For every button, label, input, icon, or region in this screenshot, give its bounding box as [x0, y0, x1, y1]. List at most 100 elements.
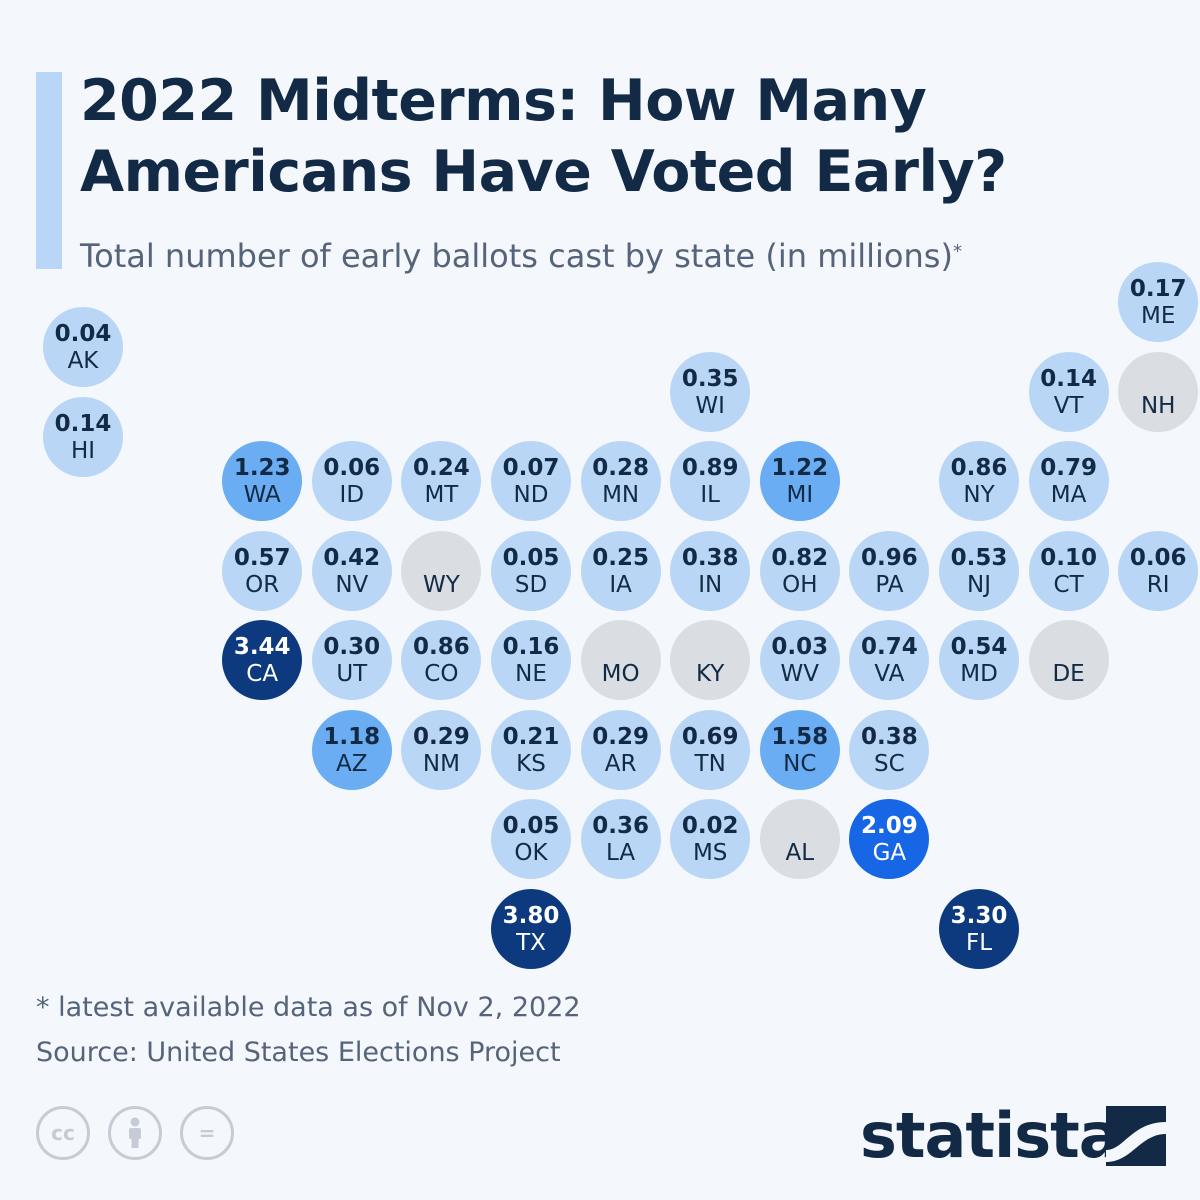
state-abbr: IN [698, 571, 723, 598]
state-abbr: MA [1050, 482, 1087, 509]
state-abbr: KY [696, 661, 725, 688]
state-abbr: WY [422, 571, 460, 598]
state-tile-wv: 0.03 WV [759, 620, 840, 701]
state-value: 3.44 [233, 634, 291, 661]
state-value: 1.58 [771, 723, 829, 750]
state-abbr: NC [783, 750, 817, 777]
state-tile-mi: 1.22 MI [759, 441, 840, 522]
state-abbr: IA [609, 571, 632, 598]
state-value: 0.29 [413, 723, 470, 750]
state-value: 0.04 [54, 321, 112, 347]
state-value: 1.18 [323, 723, 381, 750]
state-value: 0.82 [771, 544, 829, 571]
state-tile-ia: 0.25 IA [580, 530, 661, 611]
state-tile-ks: 0.21 KS [491, 709, 571, 790]
state-tile-co: 0.86 CO [401, 620, 482, 701]
accent-bar [36, 72, 62, 269]
state-abbr: MS [692, 840, 728, 867]
state-tile-hi: 0.14 HI [43, 396, 123, 477]
state-tile-tn: 0.69 TN [670, 709, 751, 790]
state-tile-mn: 0.28 MN [580, 441, 661, 522]
state-tile-nc: 1.58 NC [759, 709, 840, 790]
state-abbr: KS [516, 750, 546, 777]
statista-logo: statista [860, 1096, 1170, 1176]
state-tile-ok: 0.05 OK [491, 799, 571, 880]
state-tile-ky: KY [670, 620, 751, 701]
state-tile-ca: 3.44 CA [222, 620, 303, 701]
state-tile-in: 0.38 IN [670, 530, 751, 611]
state-tile-az: 1.18 AZ [311, 709, 392, 790]
state-tile-va: 0.74 VA [849, 620, 930, 701]
state-value: 0.53 [950, 544, 1008, 571]
state-value: 0.96 [861, 544, 918, 571]
state-abbr: VT [1053, 392, 1084, 419]
state-tile-nm: 0.29 NM [401, 709, 482, 790]
state-abbr: ME [1140, 303, 1176, 330]
subtitle-footnote-marker: * [952, 241, 962, 262]
state-value: 0.21 [502, 723, 560, 750]
subtitle: Total number of early ballots cast by st… [80, 234, 1180, 278]
state-value: 2.09 [861, 813, 918, 840]
state-tile-vt: 0.14 VT [1028, 351, 1109, 432]
state-value: 0.42 [323, 544, 381, 571]
state-abbr: TX [516, 929, 546, 956]
brand-wordmark: statista [860, 1099, 1121, 1172]
state-abbr: IL [700, 482, 720, 509]
state-value: 0.86 [413, 634, 470, 661]
state-tile-nj: 0.53 NJ [939, 530, 1019, 611]
state-value: 3.30 [950, 902, 1008, 929]
state-value: 0.30 [323, 634, 381, 661]
state-value: 0.74 [861, 634, 918, 661]
state-tile-fl: 3.30 FL [939, 888, 1019, 969]
state-abbr: WV [780, 661, 820, 688]
state-value: 0.07 [502, 455, 560, 482]
state-tile-al: AL [759, 799, 840, 880]
state-tile-il: 0.89 IL [670, 441, 751, 522]
state-abbr: DE [1052, 661, 1085, 688]
tile-map: 0.04 AK 0.14 HI 0.17 ME 0.35 WI 0.14 VT NH 1.23 WA 0.… [43, 262, 1199, 969]
state-tile-ma: 0.79 MA [1028, 441, 1109, 522]
state-abbr: WI [695, 392, 725, 419]
state-value: 0.28 [592, 455, 649, 482]
state-value: 1.23 [233, 455, 291, 482]
state-tile-nv: 0.42 NV [311, 530, 392, 611]
state-abbr: SC [874, 750, 905, 777]
cc-icon: cc [36, 1106, 90, 1160]
state-value: 0.69 [681, 723, 739, 750]
state-abbr: NM [422, 750, 460, 777]
state-tile-tx: 3.80 TX [491, 888, 571, 969]
state-value: 0.35 [681, 365, 739, 392]
state-tile-mo: MO [580, 620, 661, 701]
cc-icon-text: cc [51, 1121, 75, 1145]
state-tile-id: 0.06 ID [311, 441, 392, 522]
state-value: 0.05 [502, 813, 560, 840]
state-tile-de: DE [1028, 620, 1109, 701]
state-abbr: LA [606, 840, 636, 867]
state-abbr: VA [874, 661, 905, 688]
state-tile-oh: 0.82 OH [759, 530, 840, 611]
state-abbr: RI [1146, 571, 1170, 598]
state-value: 0.86 [950, 455, 1008, 482]
state-value: 0.29 [592, 723, 649, 750]
state-value: 0.10 [1040, 544, 1097, 571]
state-value: 0.03 [771, 634, 829, 661]
state-tile-mt: 0.24 MT [401, 441, 482, 522]
state-tile-nh: NH [1118, 351, 1199, 432]
state-abbr: AL [785, 840, 815, 867]
state-abbr: AK [67, 348, 99, 374]
state-value: 0.36 [592, 813, 649, 840]
state-value: 0.38 [681, 544, 739, 571]
attribution-icon [108, 1106, 162, 1160]
state-abbr: CO [424, 661, 459, 688]
source-note: Source: United States Elections Project [36, 1037, 561, 1068]
state-value: 0.17 [1129, 276, 1187, 303]
state-value: 0.54 [950, 634, 1008, 661]
state-tile-ak: 0.04 AK [43, 307, 123, 387]
state-tile-ut: 0.30 UT [311, 620, 392, 701]
no-derivatives-icon-text: = [198, 1121, 216, 1145]
state-tile-ct: 0.10 CT [1028, 530, 1109, 611]
state-abbr: CT [1053, 571, 1084, 598]
state-value: 0.06 [323, 455, 381, 482]
state-abbr: OK [514, 840, 548, 867]
state-abbr: HI [70, 437, 96, 464]
